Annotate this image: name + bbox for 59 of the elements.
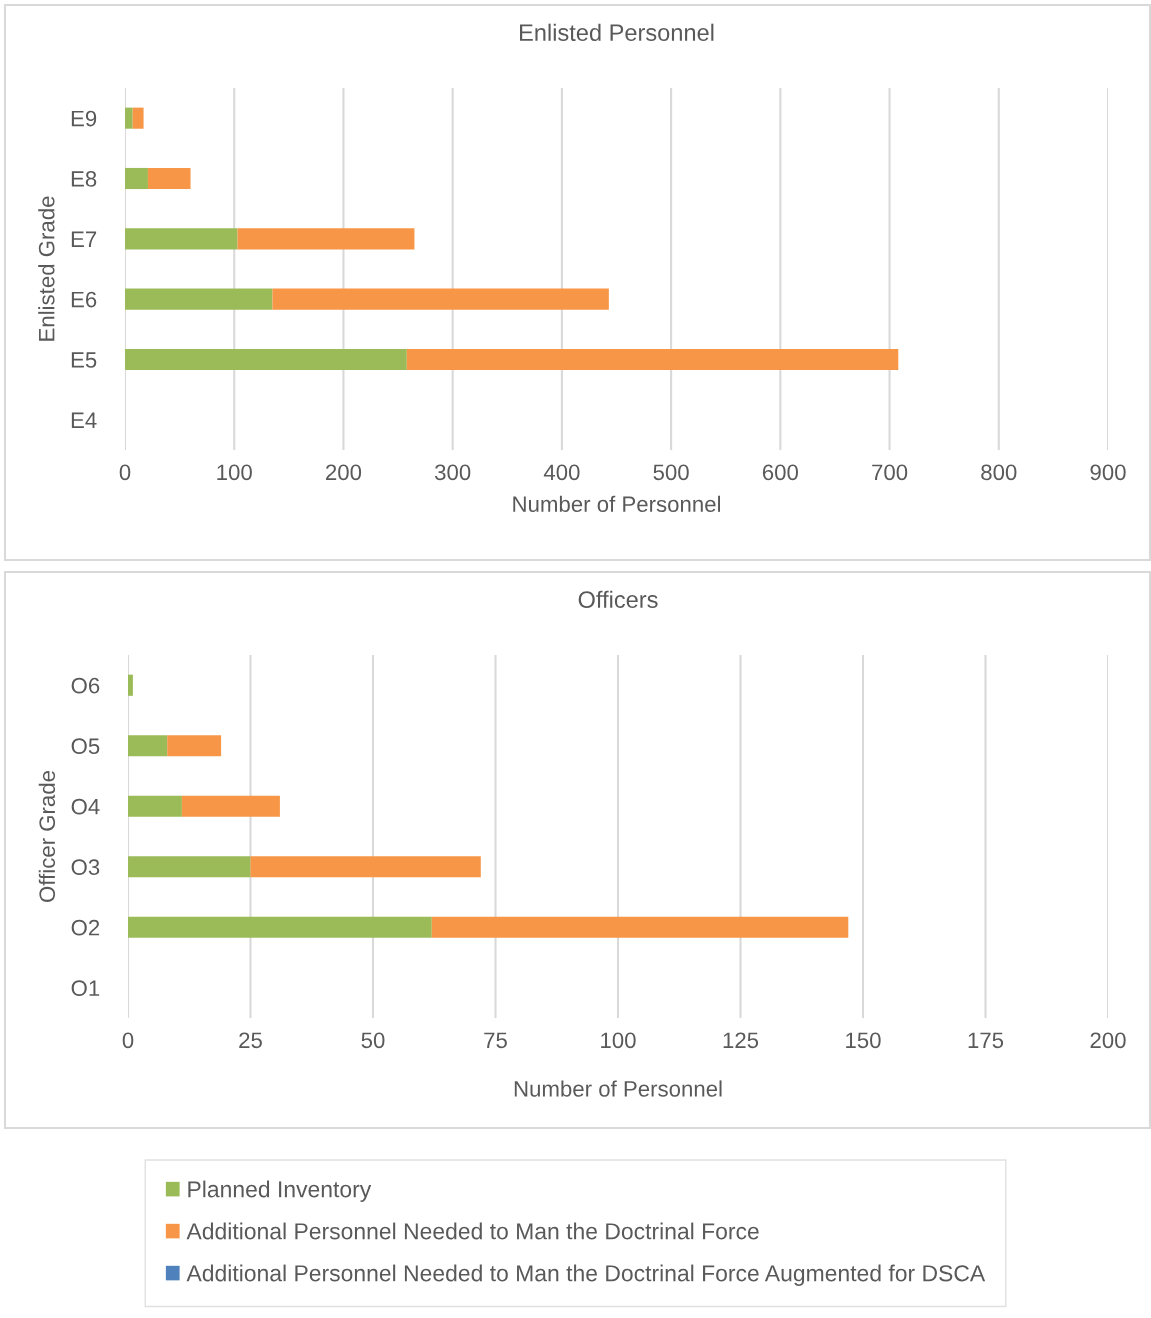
bar bbox=[125, 288, 273, 310]
legend-label: Planned Inventory bbox=[188, 1180, 372, 1202]
bar bbox=[125, 167, 148, 190]
x-tick-label: 600 bbox=[762, 464, 798, 481]
x-tick-label: 75 bbox=[484, 1032, 507, 1049]
y-tick-label: O5 bbox=[71, 738, 100, 755]
bar bbox=[128, 735, 168, 757]
x-tick-label: 0 bbox=[119, 464, 131, 481]
y-tick-label: E9 bbox=[71, 110, 97, 127]
bar bbox=[125, 107, 133, 129]
legend-label: Additional Personnel Needed to Man the Doctrinal Force bbox=[186, 1222, 759, 1240]
x-tick-label: 175 bbox=[968, 1032, 1004, 1049]
y-tick-label: O1 bbox=[71, 980, 100, 997]
y-tick-label: O2 bbox=[71, 919, 100, 936]
x-tick-label: 100 bbox=[217, 464, 252, 481]
bar bbox=[167, 735, 222, 757]
bar bbox=[431, 916, 849, 938]
y-tick-label: E4 bbox=[71, 412, 97, 428]
x-tick-label: 200 bbox=[1090, 1032, 1126, 1049]
bar bbox=[147, 167, 191, 190]
bar bbox=[128, 856, 251, 878]
x-axis-title: Number of Personnel bbox=[513, 495, 721, 513]
bar bbox=[128, 674, 133, 696]
x-tick-label: 125 bbox=[723, 1032, 759, 1049]
x-tick-label: 900 bbox=[1090, 464, 1126, 481]
x-tick-label: 50 bbox=[361, 1032, 385, 1049]
bar bbox=[132, 107, 144, 129]
bar bbox=[406, 348, 899, 371]
x-tick-label: 400 bbox=[543, 464, 580, 481]
bar bbox=[272, 288, 609, 310]
chart-title: Officers bbox=[578, 590, 658, 609]
bar bbox=[128, 916, 432, 938]
x-tick-label: 100 bbox=[601, 1032, 636, 1049]
y-axis-title: Enlisted Grade bbox=[38, 196, 55, 341]
x-tick-label: 150 bbox=[846, 1032, 881, 1049]
y-tick-label: O6 bbox=[71, 677, 100, 694]
y-tick-label: O4 bbox=[71, 798, 100, 815]
bar bbox=[125, 348, 407, 371]
y-tick-label: E6 bbox=[71, 291, 97, 308]
bar bbox=[125, 228, 238, 250]
x-tick-label: 200 bbox=[326, 464, 362, 481]
x-tick-label: 300 bbox=[434, 464, 471, 481]
bar bbox=[181, 795, 280, 817]
legend-label: Additional Personnel Needed to Man the Doctrinal Force Augmented for DSCA bbox=[186, 1264, 986, 1286]
y-tick-label: E5 bbox=[71, 352, 97, 368]
bar bbox=[128, 795, 182, 817]
x-axis-title: Number of Personnel bbox=[514, 1080, 722, 1097]
y-tick-label: E7 bbox=[71, 231, 97, 247]
x-tick-label: 25 bbox=[239, 1032, 262, 1049]
y-tick-label: E8 bbox=[71, 171, 97, 187]
x-tick-label: 500 bbox=[653, 464, 689, 481]
bar bbox=[250, 856, 481, 878]
x-tick-label: 700 bbox=[872, 464, 908, 481]
x-tick-label: 0 bbox=[122, 1032, 134, 1049]
bar bbox=[237, 228, 415, 250]
y-axis-title: Officer Grade bbox=[38, 770, 56, 902]
chart-title: Enlisted Personnel bbox=[520, 23, 714, 42]
y-tick-label: O3 bbox=[71, 859, 100, 876]
x-tick-label: 800 bbox=[981, 464, 1017, 481]
